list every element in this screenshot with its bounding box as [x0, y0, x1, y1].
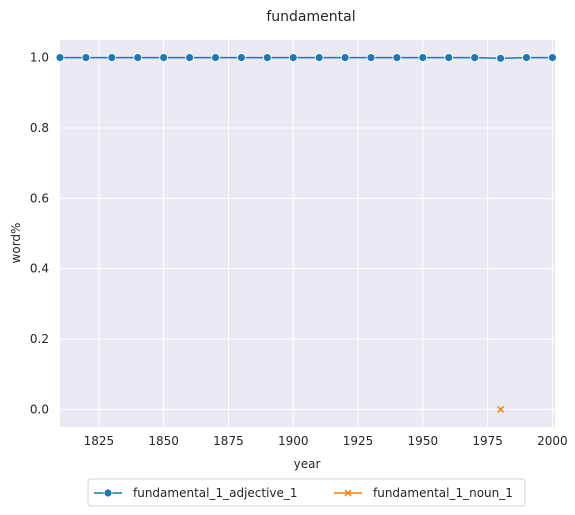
- x-tick-label: 1950: [408, 434, 439, 448]
- legend-entry: fundamental_1_noun_1: [334, 486, 513, 500]
- y-tick-label: 0.4: [30, 262, 49, 276]
- y-axis-label: word%: [9, 223, 23, 264]
- y-tick-label: 0.0: [30, 402, 49, 416]
- y-tick-label: 1.0: [30, 51, 49, 65]
- y-tick-label: 0.6: [30, 191, 49, 205]
- data-point: [211, 53, 220, 62]
- y-tick-labels: 0.0 0.2 0.4 0.6 0.8 1.0: [30, 51, 49, 417]
- data-point: [107, 53, 117, 62]
- series-fundamental_1_adjective_1: [55, 53, 557, 63]
- data-point: [81, 53, 91, 62]
- x-tick-label: 2000: [537, 434, 568, 448]
- x-tick-label: 1850: [148, 434, 179, 448]
- data-point: [418, 53, 428, 62]
- series-layer: [55, 53, 557, 413]
- data-point: [497, 405, 505, 413]
- data-point: [340, 53, 350, 62]
- data-point: [444, 53, 454, 62]
- x-tick-label: 1925: [343, 434, 374, 448]
- legend-box: [87, 478, 526, 507]
- data-point: [522, 53, 531, 62]
- plot-area: [60, 40, 555, 427]
- data-point: [159, 53, 169, 62]
- data-point: [366, 53, 376, 62]
- data-point: [314, 53, 324, 62]
- x-tick-label: 1875: [213, 434, 244, 448]
- x-tick-labels: 1825 1850 1875 1900 1925 1950 1975 2000: [84, 434, 568, 448]
- legend-entry: fundamental_1_adjective_1: [94, 486, 298, 500]
- legend-marker: [344, 489, 352, 497]
- series-fundamental_1_noun_1: [497, 405, 505, 413]
- data-point: [237, 53, 246, 62]
- x-axis-label: year: [294, 457, 321, 471]
- chart-title: fundamental: [266, 9, 355, 25]
- legend-label: fundamental_1_noun_1: [373, 486, 513, 500]
- data-point: [496, 53, 505, 63]
- legend: fundamental_1_adjective_1 fundamental_1_n…: [87, 478, 526, 507]
- data-point: [55, 53, 65, 62]
- legend-label: fundamental_1_adjective_1: [133, 486, 298, 500]
- y-tick-label: 0.8: [30, 121, 49, 135]
- data-point: [470, 53, 480, 62]
- data-point: [288, 53, 298, 62]
- data-point: [392, 53, 402, 62]
- y-tick-label: 0.2: [30, 332, 49, 346]
- legend-marker: [103, 488, 113, 498]
- data-point: [548, 53, 557, 62]
- data-point: [262, 53, 272, 62]
- data-point: [133, 53, 143, 62]
- x-tick-label: 1900: [278, 434, 309, 448]
- data-point: [185, 53, 194, 62]
- x-tick-label: 1825: [84, 434, 115, 448]
- x-tick-label: 1975: [472, 434, 503, 448]
